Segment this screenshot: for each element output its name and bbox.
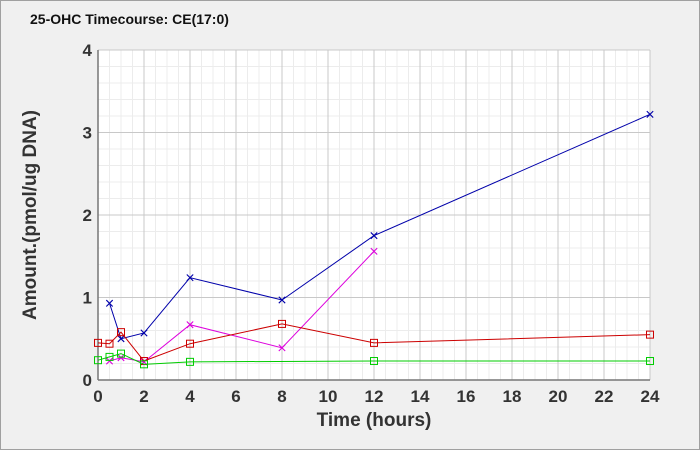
x-tick-label: 24: [641, 387, 660, 406]
data-point-x: [186, 321, 194, 329]
data-point-x: [370, 247, 378, 255]
x-tick-label: 22: [595, 387, 614, 406]
axes: [97, 50, 650, 381]
data-point-square: [117, 328, 125, 337]
y-tick-label: 3: [83, 124, 92, 143]
data-point-square: [117, 349, 125, 358]
x-tick-label: 12: [365, 387, 384, 406]
x-tick-label: 16: [457, 387, 476, 406]
data-point-x: [140, 329, 148, 337]
data-point-square: [186, 339, 194, 348]
data-point-square: [278, 319, 286, 328]
series-line: [97, 323, 651, 362]
y-tick-label: 4: [83, 41, 93, 60]
series-line: [97, 353, 650, 365]
data-point-x: [105, 299, 114, 307]
x-axis-title: Time (hours): [317, 410, 432, 431]
x-tick-label: 0: [93, 387, 102, 406]
grid: [97, 49, 651, 381]
x-tick-label: 14: [411, 387, 430, 406]
data-point-x: [278, 344, 286, 352]
series-layer: [94, 110, 654, 369]
x-tick-label: 2: [139, 387, 148, 406]
series-line: [109, 250, 375, 363]
data-point-x: [117, 335, 125, 343]
data-point-square: [94, 356, 102, 365]
y-tick-label: 0: [83, 371, 92, 390]
data-point-x: [278, 296, 286, 304]
data-point-square: [370, 357, 378, 366]
chart-title: 25-OHC Timecourse: CE(17:0): [30, 11, 229, 27]
x-tick-label: 6: [231, 387, 240, 406]
data-point-x: [186, 274, 194, 282]
x-tick-label: 20: [549, 387, 568, 406]
data-point-square: [105, 339, 114, 348]
x-tick-label: 18: [503, 387, 522, 406]
data-point-square: [646, 330, 654, 339]
data-point-square: [105, 352, 114, 361]
x-tick-label: 4: [185, 387, 195, 406]
data-point-square: [140, 360, 148, 369]
data-point-square: [646, 357, 654, 366]
y-axis-title: Amount.(pmol/ug DNA): [20, 110, 41, 320]
y-tick-label: 2: [83, 206, 92, 225]
data-point-square: [370, 338, 378, 347]
series-2: [105, 247, 378, 366]
series-4: [94, 349, 654, 369]
data-point-x: [646, 110, 654, 118]
series-3: [94, 319, 654, 366]
series-1: [105, 110, 654, 343]
x-tick-label: 10: [319, 387, 338, 406]
data-point-x: [370, 232, 378, 240]
data-point-square: [186, 357, 194, 366]
y-tick-label: 1: [83, 289, 92, 308]
data-point-x: [117, 354, 125, 362]
data-point-square: [94, 338, 102, 347]
data-point-x: [105, 357, 114, 365]
x-tick-label: 8: [277, 387, 286, 406]
